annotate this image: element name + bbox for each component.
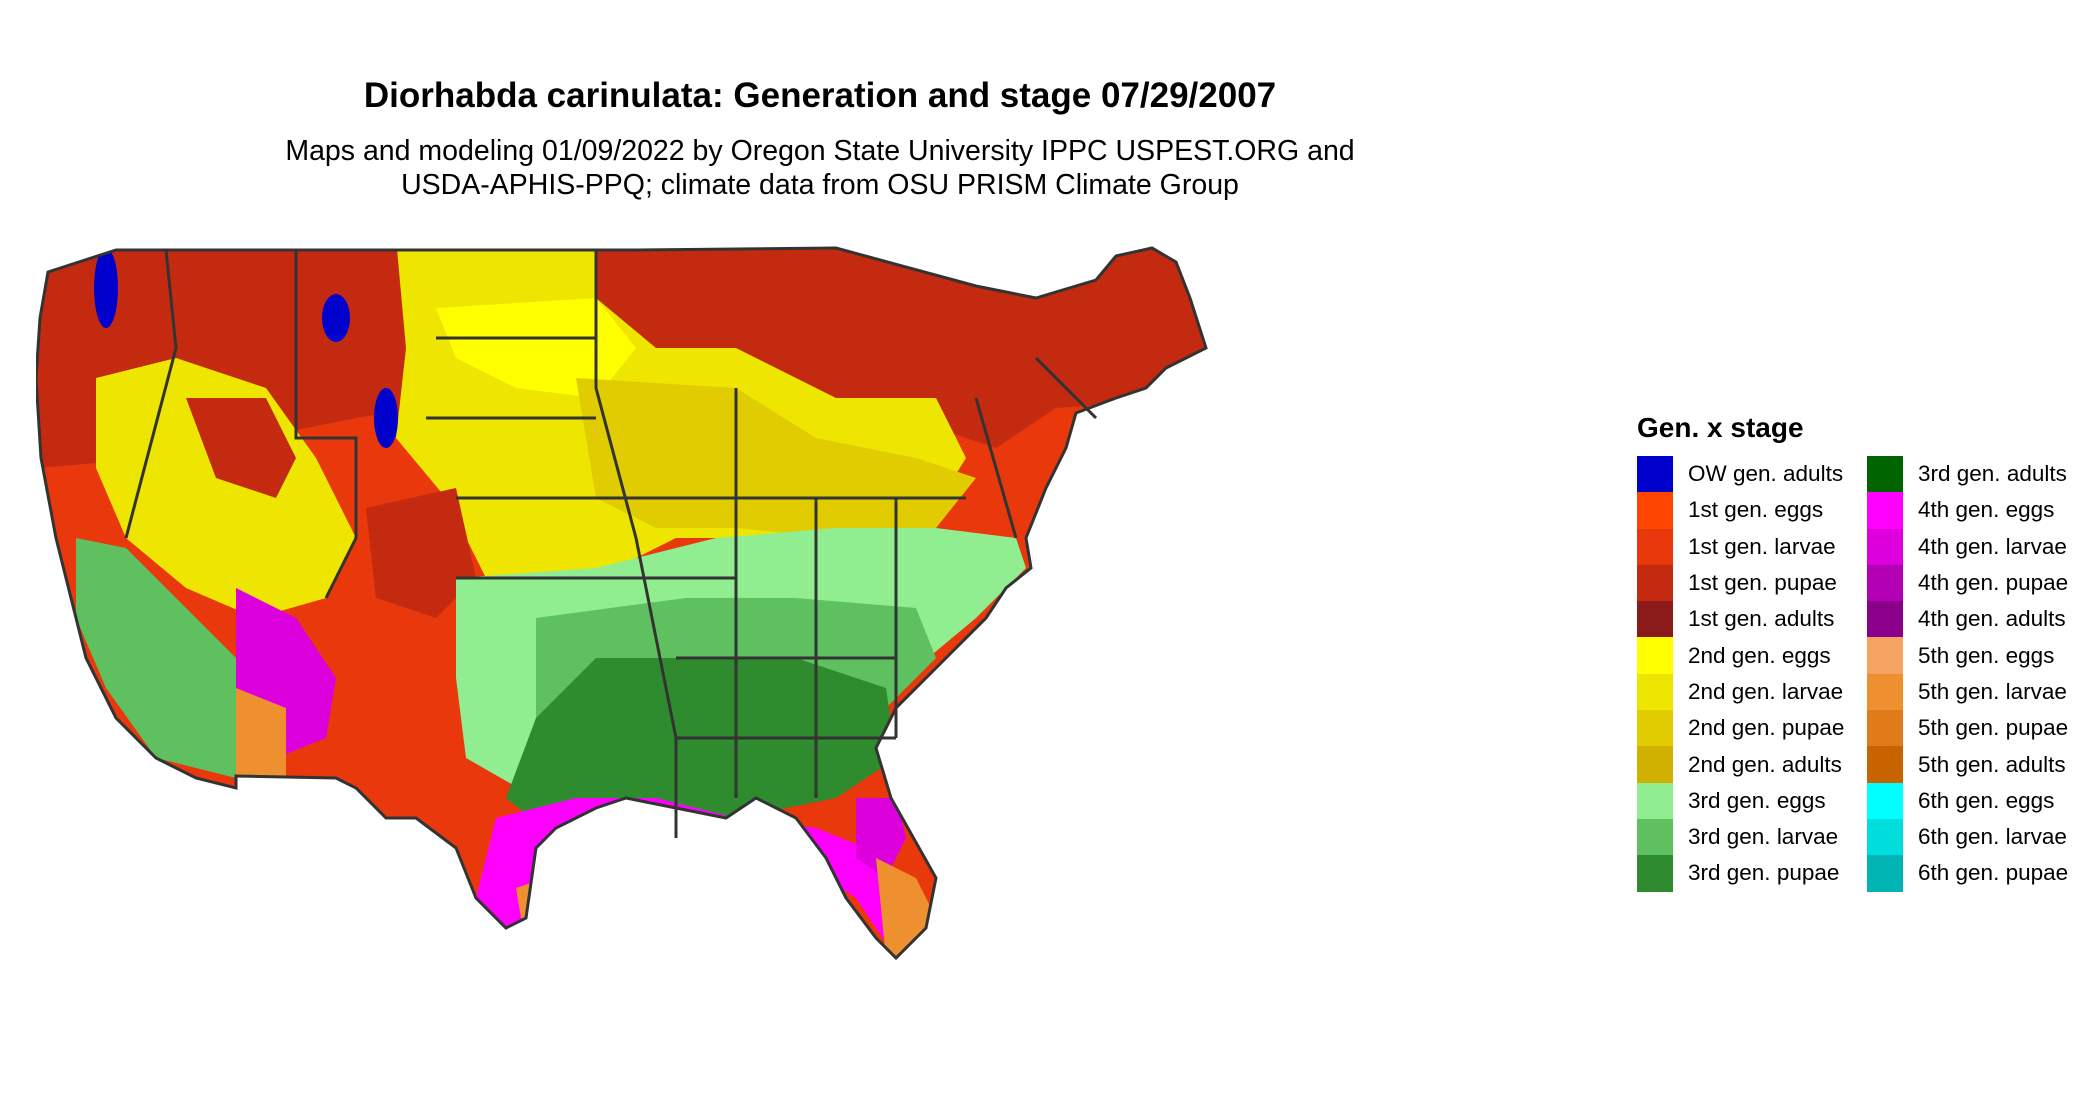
legend-label: 4th gen. larvae: [1918, 533, 2067, 559]
legend-swatch: [1637, 855, 1673, 892]
legend-label: 3rd gen. adults: [1918, 461, 2067, 487]
map-title: Diorhabda carinulata: Generation and sta…: [363, 76, 1277, 115]
legend: Gen. x stage OW gen. adults 1st gen. eggs…: [1637, 412, 2097, 892]
zone-5th-gen-larvae-texas: [516, 878, 556, 948]
legend-label: 6th gen. eggs: [1918, 787, 2055, 813]
legend-label: 6th gen. pupae: [1918, 860, 2069, 886]
legend-swatch: [1867, 601, 1903, 638]
legend-item: 4th gen. pupae: [1867, 564, 2097, 602]
legend-label: 1st gen. eggs: [1688, 497, 1824, 523]
zone-1st-gen-pupae-northeast: [936, 268, 1196, 448]
legend-label: 3rd gen. larvae: [1688, 824, 1839, 850]
zone-1st-gen-pupae-great-basin: [186, 398, 296, 498]
zone-2nd-gen-larvae-west: [96, 358, 356, 618]
ow-patch-colorado: [374, 388, 398, 448]
legend-grid: OW gen. adults 1st gen. eggs 1st gen. larv…: [1637, 456, 2097, 892]
legend-item: OW gen. adults: [1637, 456, 1867, 493]
legend-title: Gen. x stage: [1637, 412, 1804, 443]
legend-swatch: [1867, 782, 1903, 819]
legend-label: 4th gen. eggs: [1918, 497, 2055, 523]
subtitle-line-1: Maps and modeling 01/09/2022 by Oregon S…: [285, 135, 1355, 167]
legend-item: 1st gen. eggs: [1637, 492, 1867, 529]
legend-swatch: [1867, 637, 1903, 674]
legend-swatch: [1637, 528, 1673, 565]
legend-label: 2nd gen. larvae: [1688, 678, 1844, 704]
legend-item: 2nd gen. pupae: [1637, 710, 1867, 747]
legend-label: 5th gen. pupae: [1918, 715, 2069, 741]
legend-swatch: [1867, 492, 1903, 529]
legend-label: 2nd gen. eggs: [1688, 642, 1831, 668]
legend-swatch: [1867, 564, 1903, 602]
legend-swatch: [1637, 818, 1673, 856]
legend-item: 3rd gen. adults: [1867, 456, 2097, 493]
legend-item: 2nd gen. adults: [1637, 746, 1867, 783]
legend-item: 6th gen. pupae: [1867, 855, 2097, 892]
legend-item: 5th gen. larvae: [1867, 673, 2097, 711]
legend-item: 5th gen. pupae: [1867, 710, 2097, 747]
legend-label: 5th gen. eggs: [1918, 642, 2055, 668]
legend-label: OW gen. adults: [1688, 461, 1844, 487]
legend-label: 1st gen. pupae: [1688, 570, 1837, 596]
legend-swatch: [1867, 818, 1903, 856]
legend-label: 4th gen. adults: [1918, 606, 2066, 632]
legend-swatch: [1637, 637, 1673, 674]
legend-swatch: [1867, 855, 1903, 892]
legend-item: 3rd gen. larvae: [1637, 818, 1867, 856]
legend-label: 1st gen. adults: [1688, 606, 1835, 632]
legend-item: 1st gen. larvae: [1637, 528, 1867, 565]
legend-item: 5th gen. eggs: [1867, 637, 2097, 674]
legend-swatch: [1637, 564, 1673, 602]
zone-2nd-gen-eggs: [436, 298, 636, 398]
legend-item: 5th gen. adults: [1867, 746, 2097, 783]
legend-label: 3rd gen. pupae: [1688, 860, 1840, 886]
legend-item: 3rd gen. pupae: [1637, 855, 1867, 892]
legend-swatch: [1637, 673, 1673, 711]
legend-item: 1st gen. adults: [1637, 601, 1867, 638]
ow-patch-wyoming: [322, 294, 350, 342]
legend-swatch: [1867, 456, 1903, 493]
subtitle-line-2: USDA-APHIS-PPQ; climate data from OSU PR…: [401, 169, 1239, 201]
zone-ow-gen-adults: [94, 248, 398, 448]
legend-label: 6th gen. larvae: [1918, 824, 2067, 850]
legend-item: 3rd gen. eggs: [1637, 782, 1867, 819]
map-subtitle: Maps and modeling 01/09/2022 by Oregon S…: [0, 134, 1640, 202]
legend-label: 2nd gen. pupae: [1688, 715, 1845, 741]
legend-label: 3rd gen. eggs: [1688, 787, 1826, 813]
legend-swatch: [1867, 673, 1903, 711]
legend-item: 4th gen. eggs: [1867, 492, 2097, 529]
legend-item: 4th gen. larvae: [1867, 528, 2097, 565]
legend-label: 5th gen. adults: [1918, 751, 2066, 777]
legend-swatch: [1867, 528, 1903, 565]
zone-3rd-gen-larvae-california: [76, 538, 236, 778]
legend-swatch: [1637, 746, 1673, 783]
legend-label: 2nd gen. adults: [1688, 751, 1842, 777]
legend-swatch: [1637, 601, 1673, 638]
legend-item: 6th gen. eggs: [1867, 782, 2097, 819]
legend-swatch: [1637, 710, 1673, 747]
legend-item: 6th gen. larvae: [1867, 818, 2097, 856]
state-borders: [124, 249, 1098, 838]
legend-label: 1st gen. larvae: [1688, 533, 1836, 559]
legend-item: 2nd gen. larvae: [1637, 673, 1867, 711]
legend-label: 5th gen. larvae: [1918, 678, 2067, 704]
ow-patch-cascades: [94, 248, 118, 328]
us-phenology-map: [36, 246, 1208, 960]
legend-swatch: [1637, 492, 1673, 529]
legend-swatch: [1637, 782, 1673, 819]
legend-label: 4th gen. pupae: [1918, 570, 2069, 596]
legend-swatch: [1867, 710, 1903, 747]
legend-item: 2nd gen. eggs: [1637, 637, 1867, 674]
legend-swatch: [1637, 456, 1673, 493]
legend-swatch: [1867, 746, 1903, 783]
zone-1st-gen-pupae-rockies: [366, 488, 476, 618]
zone-5th-gen-larvae-arizona: [236, 688, 286, 778]
legend-item: 4th gen. adults: [1867, 601, 2097, 638]
zone-3rd-gen-pupae: [506, 658, 896, 838]
stage-raster: [36, 248, 1206, 958]
legend-item: 1st gen. pupae: [1637, 564, 1867, 602]
zone-4th-gen-larvae: [856, 798, 906, 878]
